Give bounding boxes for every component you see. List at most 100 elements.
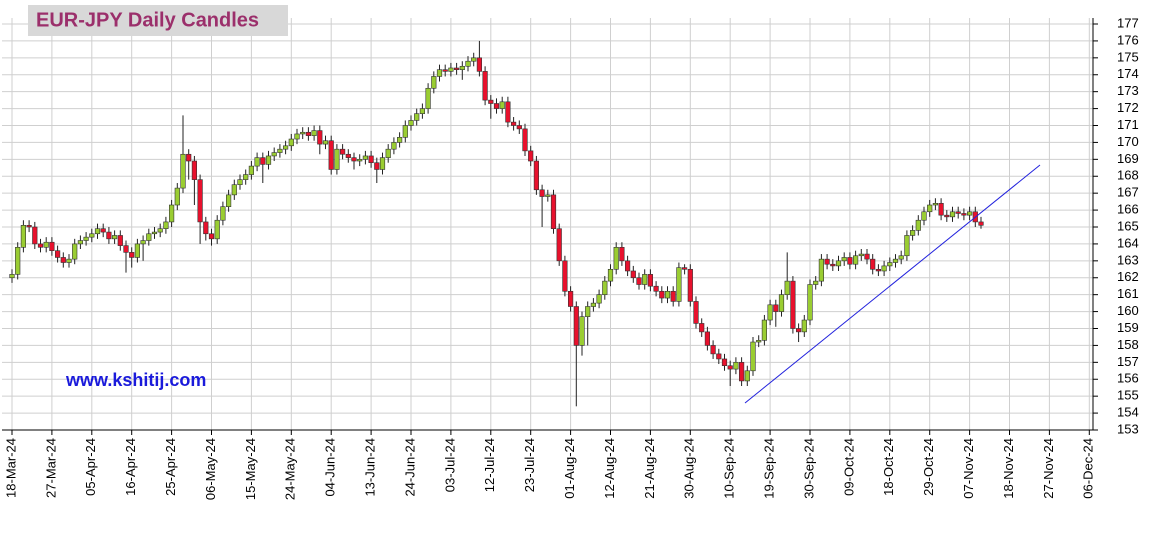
candle-body bbox=[26, 225, 32, 228]
x-tick-label: 12-Aug-24 bbox=[602, 438, 617, 499]
candle-body bbox=[875, 268, 881, 272]
chart-title: EUR-JPY Daily Candles bbox=[36, 9, 259, 31]
x-tick-label: 24-May-24 bbox=[283, 438, 298, 500]
y-tick-label: 177 bbox=[1117, 15, 1139, 30]
candle-body bbox=[94, 228, 101, 235]
candle-body bbox=[704, 331, 710, 346]
candle-body bbox=[146, 233, 152, 241]
candle-body bbox=[585, 306, 591, 317]
candle-body bbox=[852, 255, 859, 265]
candle-body bbox=[442, 69, 448, 72]
candle-body bbox=[271, 152, 277, 157]
candle-body bbox=[733, 362, 739, 370]
candle-body bbox=[134, 243, 141, 258]
candle-body bbox=[596, 294, 602, 304]
x-tick-label: 23-Jul-24 bbox=[522, 438, 537, 492]
candle-body bbox=[277, 148, 283, 153]
candle-body bbox=[208, 233, 215, 240]
candle-body bbox=[619, 247, 625, 262]
x-tick-label: 04-Jun-24 bbox=[323, 438, 338, 497]
candle-body bbox=[294, 133, 300, 140]
candle-body bbox=[288, 138, 294, 147]
candle-body bbox=[243, 174, 249, 180]
candle-body bbox=[909, 230, 916, 236]
candle-body bbox=[254, 157, 260, 167]
candle-body bbox=[157, 228, 163, 233]
y-tick-label: 162 bbox=[1117, 269, 1139, 284]
candle-body bbox=[784, 280, 790, 295]
candle-body bbox=[647, 274, 653, 287]
candle-body bbox=[830, 263, 836, 267]
y-tick-label: 168 bbox=[1117, 168, 1139, 183]
candle-body bbox=[590, 302, 596, 307]
y-tick-label: 153 bbox=[1117, 421, 1139, 436]
candle-body bbox=[932, 203, 938, 206]
candle-body bbox=[858, 253, 864, 257]
candle-body bbox=[311, 130, 317, 136]
candle-body bbox=[944, 214, 950, 218]
candle-body bbox=[231, 184, 237, 196]
y-tick-label: 171 bbox=[1117, 117, 1139, 132]
candle-body bbox=[841, 257, 847, 262]
x-tick-label: 06-Dec-24 bbox=[1081, 438, 1096, 499]
candle-body bbox=[892, 258, 899, 263]
candle-body bbox=[949, 211, 956, 218]
candle-body bbox=[528, 150, 534, 162]
candle-body bbox=[961, 213, 967, 216]
candle-body bbox=[847, 257, 853, 265]
candle-body bbox=[282, 145, 289, 150]
y-tick-label: 155 bbox=[1117, 388, 1139, 403]
candle-body bbox=[43, 241, 49, 248]
x-tick-label: 18-Oct-24 bbox=[881, 438, 896, 496]
candle-body bbox=[579, 316, 585, 346]
candle-body bbox=[191, 160, 198, 180]
candle-body bbox=[425, 87, 431, 109]
y-tick-label: 156 bbox=[1117, 371, 1139, 386]
y-tick-label: 175 bbox=[1117, 49, 1139, 64]
candle-body bbox=[767, 304, 773, 321]
candle-body bbox=[510, 121, 517, 126]
candle-body bbox=[169, 204, 175, 223]
candle-body bbox=[630, 270, 636, 279]
y-tick-label: 159 bbox=[1117, 320, 1139, 335]
candle-body bbox=[362, 155, 369, 160]
x-tick-label: 19-Sep-24 bbox=[762, 438, 777, 499]
x-tick-label: 18-Nov-24 bbox=[1001, 438, 1016, 499]
candle-body bbox=[328, 140, 334, 170]
watermark: www.kshitij.com bbox=[65, 370, 206, 390]
candle-body bbox=[738, 362, 745, 382]
candle-body bbox=[516, 125, 522, 130]
x-tick-label: 25-Apr-24 bbox=[163, 438, 178, 496]
candle-body bbox=[721, 358, 728, 367]
candle-body bbox=[505, 101, 511, 123]
candle-body bbox=[374, 162, 380, 170]
x-tick-label: 16-Apr-24 bbox=[123, 438, 138, 496]
candle-body bbox=[357, 159, 363, 162]
x-tick-label: 24-Jun-24 bbox=[402, 438, 417, 497]
candle-body bbox=[676, 267, 682, 302]
candle-body bbox=[15, 247, 21, 275]
candle-body bbox=[151, 231, 158, 235]
title-box bbox=[28, 5, 288, 36]
candle-body bbox=[186, 153, 192, 162]
candle-body bbox=[978, 221, 984, 226]
candle-body bbox=[471, 57, 477, 62]
candle-body bbox=[351, 157, 357, 162]
x-tick-label: 01-Aug-24 bbox=[562, 438, 577, 499]
candle-body bbox=[642, 274, 648, 285]
x-tick-label: 18-Mar-24 bbox=[3, 438, 18, 498]
candle-body bbox=[545, 194, 551, 197]
candle-body bbox=[915, 219, 921, 231]
candle-body bbox=[807, 284, 813, 321]
y-tick-label: 173 bbox=[1117, 83, 1139, 98]
candle-body bbox=[32, 226, 38, 245]
x-tick-label: 27-Mar-24 bbox=[43, 438, 58, 498]
candle-body bbox=[653, 285, 659, 292]
candle-body bbox=[761, 319, 767, 341]
y-tick-label: 161 bbox=[1117, 286, 1139, 301]
y-tick-label: 157 bbox=[1117, 354, 1139, 369]
candle-body bbox=[550, 194, 557, 229]
candle-body bbox=[795, 328, 802, 333]
candle-body bbox=[322, 140, 329, 145]
candle-body bbox=[339, 148, 346, 155]
